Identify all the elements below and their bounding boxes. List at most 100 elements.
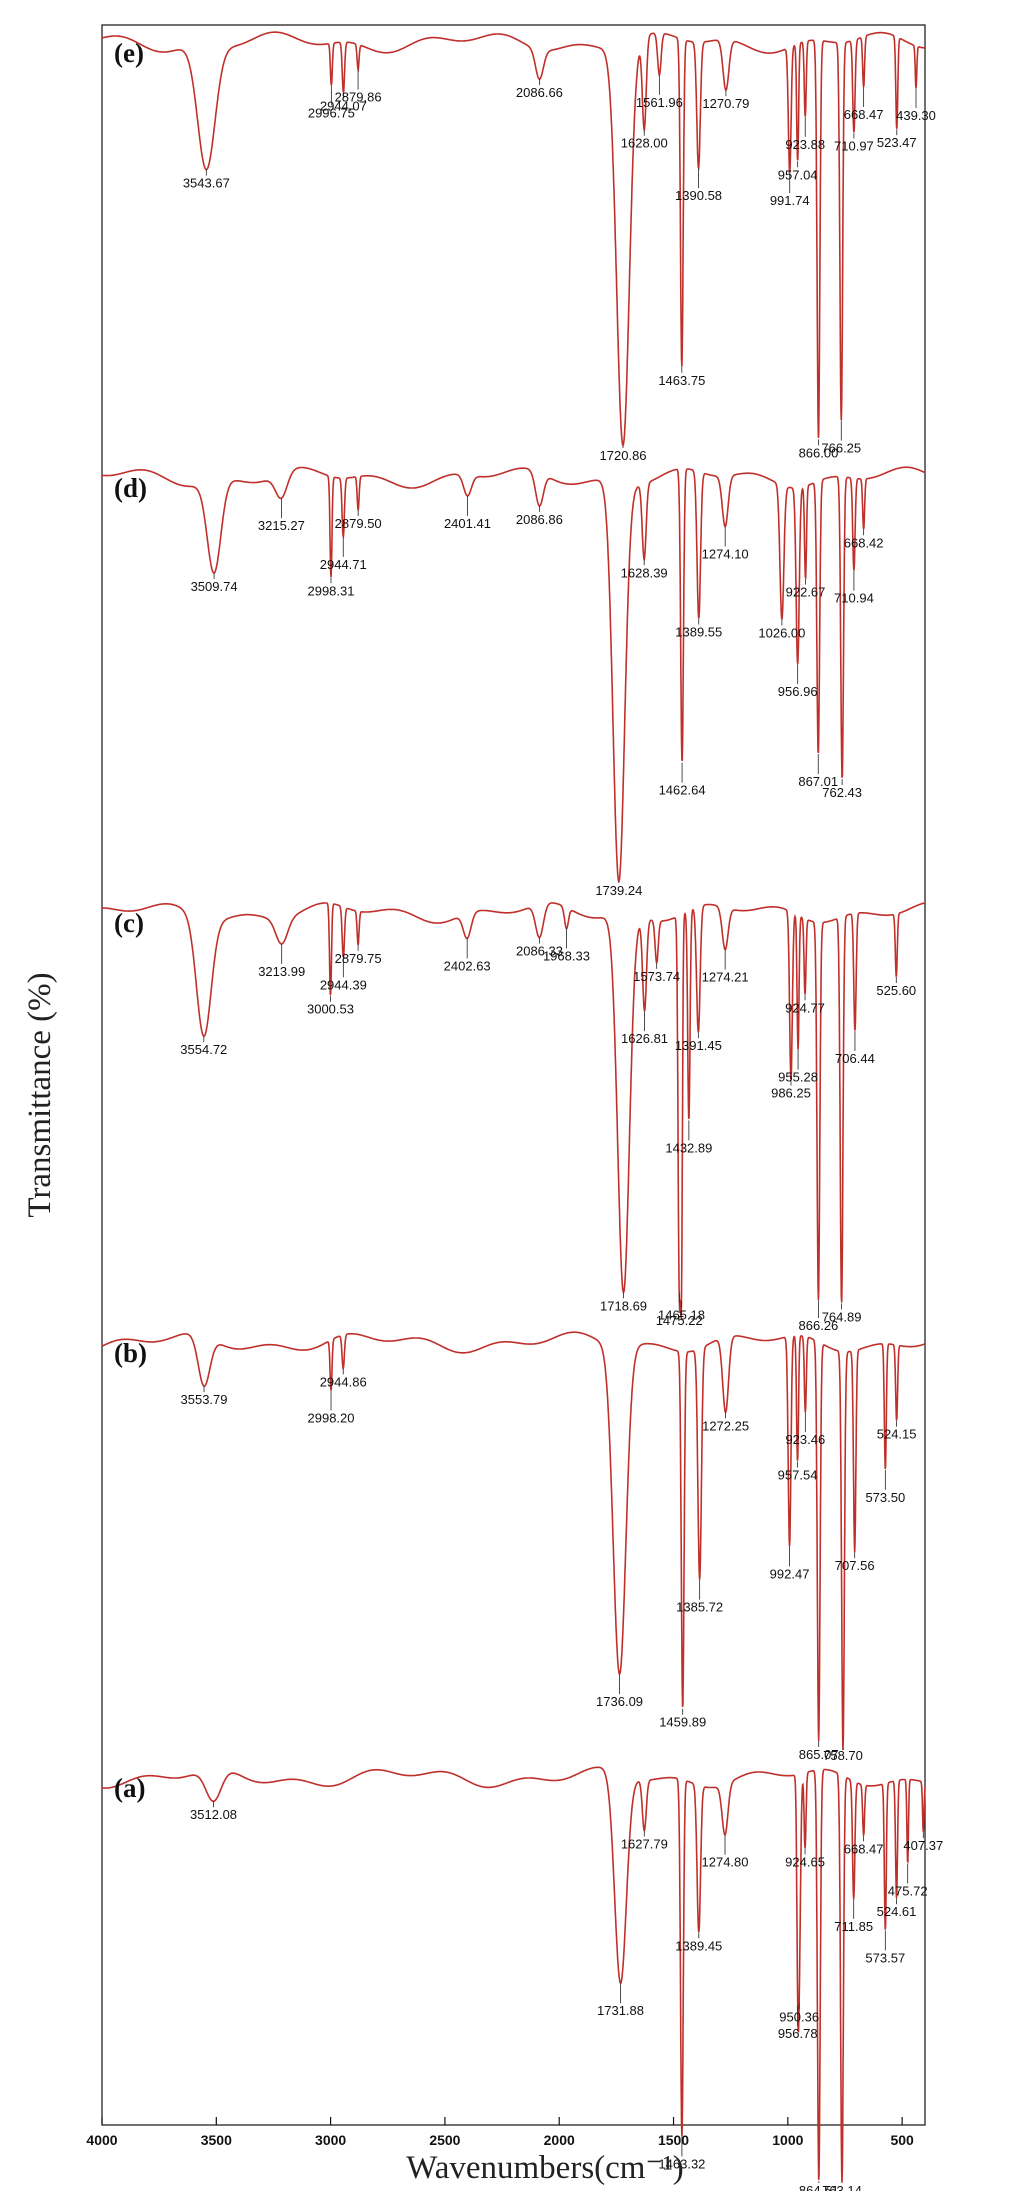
peak-label: 957.04 xyxy=(778,167,818,182)
peak-label: 3215.27 xyxy=(258,518,305,533)
peak-label: 1627.79 xyxy=(621,1837,668,1852)
peak-label: 1463.75 xyxy=(658,373,705,388)
peak-label: 923.88 xyxy=(785,137,825,152)
peak-label: 1026.00 xyxy=(758,626,805,641)
peak-label: 758.70 xyxy=(823,1748,863,1763)
peak-label: 573.50 xyxy=(865,1490,905,1505)
peak-label: 2944.71 xyxy=(320,557,367,572)
peak-label: 991.74 xyxy=(770,193,810,208)
peak-label: 3000.53 xyxy=(307,1002,354,1017)
peak-label: 762.43 xyxy=(822,785,862,800)
peak-label: 1628.00 xyxy=(621,136,668,151)
peak-label: 1390.58 xyxy=(675,188,722,203)
peak-label: 710.94 xyxy=(834,591,874,606)
peak-label: 924.77 xyxy=(785,1000,825,1015)
peak-label: 764.89 xyxy=(822,1309,862,1324)
panel-label: (d) xyxy=(114,473,147,503)
x-tick-label: 4000 xyxy=(86,2132,117,2148)
peak-label: 1391.45 xyxy=(675,1038,722,1053)
peak-label: 707.56 xyxy=(835,1558,875,1573)
spectrum-line xyxy=(102,903,925,1317)
x-tick-label: 3500 xyxy=(201,2132,232,2148)
peak-label: 3512.08 xyxy=(190,1807,237,1822)
ftir-spectra-chart: (e)3543.672996.752944.072879.86 2086.6617… xyxy=(0,0,1018,2191)
peak-label: 1389.55 xyxy=(675,625,722,640)
peak-label: 1462.64 xyxy=(659,783,706,798)
peak-label: 986.25 xyxy=(771,1086,811,1101)
peak-label: 3553.79 xyxy=(181,1392,228,1407)
panel-label: (c) xyxy=(114,908,144,938)
peak-label: 956.78 xyxy=(778,2026,818,2041)
y-axis-title: Transmittance (%) xyxy=(22,972,58,1217)
peak-label: 3554.72 xyxy=(180,1042,227,1057)
x-tick-label: 1000 xyxy=(772,2132,803,2148)
peak-label: 1270.79 xyxy=(702,96,749,111)
peak-label: 1385.72 xyxy=(676,1600,723,1615)
x-axis-ticks: 4000 3500 3000 2500 2000 1500 1000 500 xyxy=(86,2117,914,2148)
peak-label: 2944.86 xyxy=(320,1374,367,1389)
spectrum-line xyxy=(102,32,925,445)
peak-label: 2998.31 xyxy=(307,583,354,598)
peak-label: 524.61 xyxy=(877,1904,917,1919)
peak-label: 525.60 xyxy=(876,983,916,998)
panel-label: (b) xyxy=(114,1338,147,1368)
peak-label: 950.36 xyxy=(779,2009,819,2024)
peak-label: 1459.89 xyxy=(659,1715,706,1730)
peak-label: 1274.21 xyxy=(702,970,749,985)
peak-label: 711.85 xyxy=(834,1919,873,1934)
peak-label: 1739.24 xyxy=(595,883,642,898)
spectrum-panel: (c)3554.723213.993000.532944.392879.7524… xyxy=(102,903,925,1333)
peak-label: 1573.74 xyxy=(633,969,680,984)
peak-label: 2879.50 xyxy=(335,516,382,531)
peak-label: 3509.74 xyxy=(191,579,238,594)
peak-label: 668.42 xyxy=(844,535,884,550)
x-axis-title: Wavenumbers(cm⁻¹) xyxy=(406,2150,684,2186)
peak-label: 573.57 xyxy=(865,1950,905,1965)
peak-label: 668.47 xyxy=(844,107,884,122)
peak-label: 1389.45 xyxy=(675,1938,722,1953)
peak-label: 955.28 xyxy=(778,1070,818,1085)
x-tick-label: 2000 xyxy=(544,2132,575,2148)
spectrum-panel: (b) 3553.79 2998.20 2944.86 1736.09 1459.89 13… xyxy=(102,1332,925,1763)
peak-label: 1561.96 xyxy=(636,95,683,110)
peak-label: 1968.33 xyxy=(543,949,590,964)
peak-label: 439.30 xyxy=(896,108,936,123)
peak-label: 2879.86 xyxy=(335,90,382,105)
peak-label: 957.54 xyxy=(778,1468,818,1483)
peak-label: 1731.88 xyxy=(597,2003,644,2018)
peak-label: 524.15 xyxy=(877,1427,917,1442)
peak-label: 1626.81 xyxy=(621,1031,668,1046)
peak-label: 2879.75 xyxy=(335,951,382,966)
peak-label: 3213.99 xyxy=(258,964,305,979)
peak-label: 706.44 xyxy=(835,1051,875,1066)
spectrum-panel: (d) 3509.74 3215.27 2998.31 2944.71 2879.50 24… xyxy=(102,467,925,898)
spectrum-panel: (e)3543.672996.752944.072879.86 2086.6617… xyxy=(102,32,936,463)
x-tick-label: 2500 xyxy=(429,2132,460,2148)
peak-label: 924.65 xyxy=(785,1854,825,1869)
panel-label: (a) xyxy=(114,1773,145,1803)
peak-label: 2998.20 xyxy=(308,1410,355,1425)
peak-label: 3543.67 xyxy=(183,176,230,191)
spectrum-line xyxy=(102,467,925,881)
peak-label: 1628.39 xyxy=(621,565,668,580)
peak-label: 2402.63 xyxy=(444,958,491,973)
peak-label: 923.46 xyxy=(785,1432,825,1447)
peak-label: 922.67 xyxy=(786,584,826,599)
peak-label: 2086.86 xyxy=(516,512,563,527)
peak-label: 1718.69 xyxy=(600,1298,647,1313)
peak-label: 523.47 xyxy=(877,135,917,150)
peak-label: 407.37 xyxy=(903,1838,943,1853)
x-tick-label: 500 xyxy=(890,2132,914,2148)
peak-label: 992.47 xyxy=(770,1566,810,1581)
x-tick-label: 1500 xyxy=(658,2132,689,2148)
peak-label: 2086.66 xyxy=(516,85,563,100)
peak-label: 1274.80 xyxy=(702,1855,749,1870)
peak-label: 956.96 xyxy=(778,684,818,699)
x-tick-label: 3000 xyxy=(315,2132,346,2148)
spectrum-panel: (a)3512.081731.881627.791463.321389.4512… xyxy=(102,1767,943,2191)
peak-label: 1272.25 xyxy=(702,1418,749,1433)
peak-label: 1736.09 xyxy=(596,1694,643,1709)
peak-label: 1432.89 xyxy=(665,1140,712,1155)
peak-label: 668.47 xyxy=(844,1841,884,1856)
